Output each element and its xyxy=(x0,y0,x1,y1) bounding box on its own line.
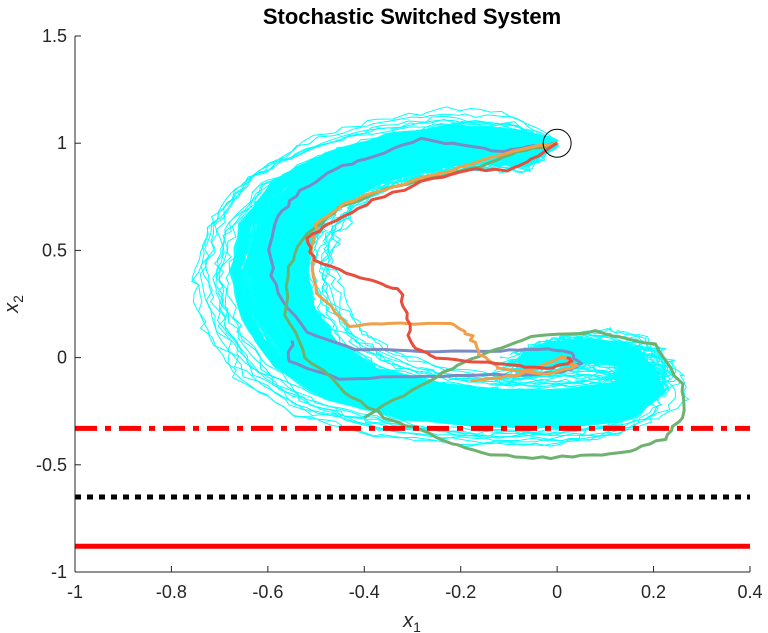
y-tick-label: 0.5 xyxy=(42,240,67,260)
cloud-band xyxy=(230,124,667,429)
x-tick-label: -0.6 xyxy=(252,582,283,602)
y-tick-label: 0 xyxy=(57,348,67,368)
y-tick-label: 1.5 xyxy=(42,26,67,46)
x-tick-label: -0.8 xyxy=(156,582,187,602)
x-tick-label: -0.2 xyxy=(445,582,476,602)
y-axis-label: x2 xyxy=(1,295,26,314)
chart-title: Stochastic Switched System xyxy=(263,4,561,29)
x-tick-label: 0 xyxy=(552,582,562,602)
y-ticks: -1 -0.5 0 0.5 1 1.5 xyxy=(36,26,81,582)
x-axis-label-main: x xyxy=(402,610,414,632)
series-1-line xyxy=(267,136,583,381)
y-axis-label-sub: 2 xyxy=(10,295,26,303)
cloud-trajectory xyxy=(204,113,677,438)
series-4-line xyxy=(305,141,574,370)
x-tick-label: 0.4 xyxy=(737,582,762,602)
x-ticks: -1 -0.8 -0.6 -0.4 -0.2 0 0.2 0.4 xyxy=(67,566,763,602)
x-tick-label: 0.2 xyxy=(641,582,666,602)
x-tick-label: -1 xyxy=(67,582,83,602)
x-tick-label: -0.4 xyxy=(349,582,380,602)
x-axis-label: x1 xyxy=(402,610,421,633)
series-2-line xyxy=(283,141,686,461)
x-axis-label-sub: 1 xyxy=(413,619,421,633)
y-tick-label: -0.5 xyxy=(36,455,67,475)
series-3-line xyxy=(309,141,579,383)
y-axis-label-main: x xyxy=(1,302,23,314)
reference-lines xyxy=(75,425,750,549)
highlighted-trajectories xyxy=(267,136,686,461)
cloud-band xyxy=(272,139,650,409)
cloud-trajectory xyxy=(327,142,656,379)
y-tick-label: 1 xyxy=(57,133,67,153)
trajectory-cloud xyxy=(190,106,690,448)
axes xyxy=(74,36,750,573)
initial-point-marker xyxy=(542,128,572,158)
y-tick-label: -1 xyxy=(51,562,67,582)
